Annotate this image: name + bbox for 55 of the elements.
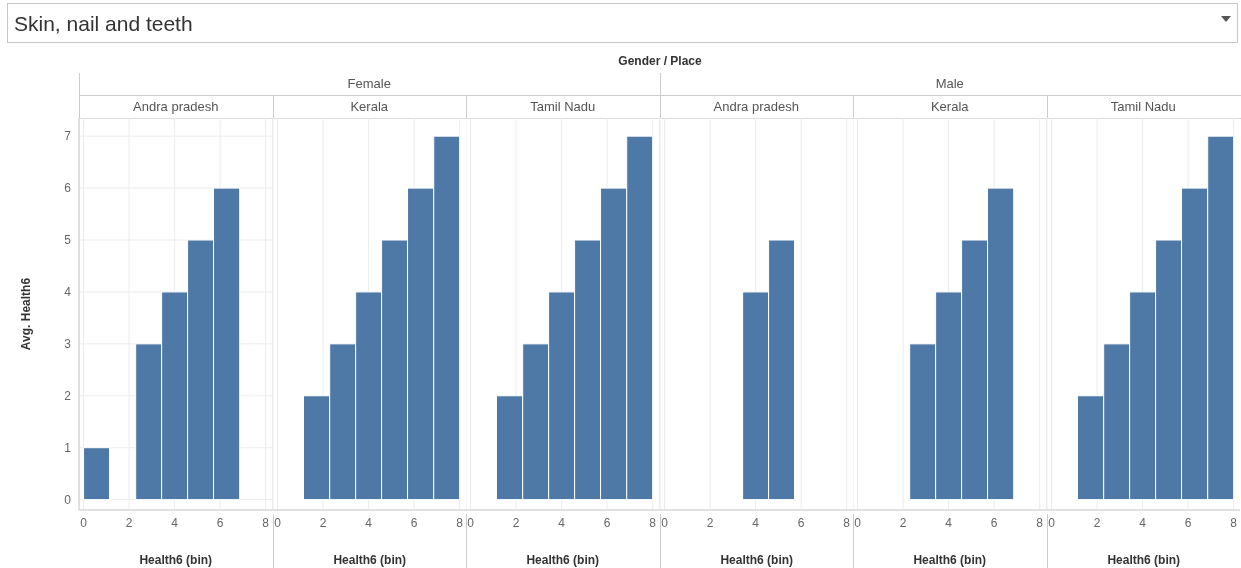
x-tick-label: 4 xyxy=(558,515,566,530)
x-tick-label: 8 xyxy=(649,515,657,530)
x-axis-title: Health6 (bin) xyxy=(332,553,406,567)
x-tick-label: 2 xyxy=(706,515,714,530)
x-tick-label: 6 xyxy=(410,515,418,530)
x-tick-label: 8 xyxy=(455,515,463,530)
x-tick-label: 6 xyxy=(603,515,611,530)
y-tick-label: 3 xyxy=(64,337,72,352)
x-tick-label: 0 xyxy=(660,515,668,530)
chart-title: Kerala xyxy=(349,99,390,114)
x-axis-title: Health6 (bin) xyxy=(139,553,213,567)
x-tick-label: 0 xyxy=(467,515,475,530)
x-tick-label: 8 xyxy=(1229,515,1237,530)
text: Skin, nail and teeth xyxy=(7,3,1238,43)
x-tick-label: 4 xyxy=(1138,515,1146,530)
x-tick-label: 2 xyxy=(512,515,520,530)
y-tick-label: 2 xyxy=(64,389,72,404)
x-tick-label: 0 xyxy=(854,515,862,530)
x-axis-title: Health6 (bin) xyxy=(719,553,793,567)
y-tick-label: 1 xyxy=(64,440,72,455)
x-tick-label: 2 xyxy=(319,515,327,530)
text: Male xyxy=(934,76,965,91)
x-tick-label: 0 xyxy=(273,515,281,530)
x-tick-label: 6 xyxy=(990,515,998,530)
text: Gender / Place xyxy=(617,54,703,68)
x-axis-title: Health6 (bin) xyxy=(526,553,600,567)
x-tick-label: 8 xyxy=(842,515,850,530)
x-axis-title: Health6 (bin) xyxy=(913,553,987,567)
text: Female xyxy=(346,76,392,91)
chart-title: Kerala xyxy=(929,99,970,114)
y-tick-label: 5 xyxy=(64,233,72,248)
x-tick-label: 4 xyxy=(171,515,179,530)
chart-title: Tamil Nadu xyxy=(529,99,597,114)
x-axis-title: Health6 (bin) xyxy=(1106,553,1180,567)
x-tick-label: 2 xyxy=(1093,515,1101,530)
x-tick-label: 8 xyxy=(1036,515,1044,530)
y-tick-label: 7 xyxy=(64,129,72,144)
x-tick-label: 0 xyxy=(80,515,88,530)
x-tick-label: 4 xyxy=(751,515,759,530)
x-tick-label: 0 xyxy=(1047,515,1055,530)
x-tick-label: 4 xyxy=(364,515,372,530)
x-tick-label: 2 xyxy=(899,515,907,530)
x-tick-label: 6 xyxy=(216,515,224,530)
y-tick-label: 0 xyxy=(64,492,72,507)
chart-title: Tamil Nadu xyxy=(1109,99,1177,114)
x-tick-label: 2 xyxy=(125,515,133,530)
chart-title: Andra pradesh xyxy=(712,99,800,114)
y-tick-label: 4 xyxy=(64,285,72,300)
y-tick-label: 6 xyxy=(64,181,72,196)
x-tick-label: 6 xyxy=(797,515,805,530)
chart-title: Andra pradesh xyxy=(132,99,220,114)
x-tick-label: 6 xyxy=(1184,515,1192,530)
x-tick-label: 4 xyxy=(945,515,953,530)
y-axis-title: Avg. Health6 xyxy=(19,277,34,351)
x-tick-label: 8 xyxy=(262,515,270,530)
